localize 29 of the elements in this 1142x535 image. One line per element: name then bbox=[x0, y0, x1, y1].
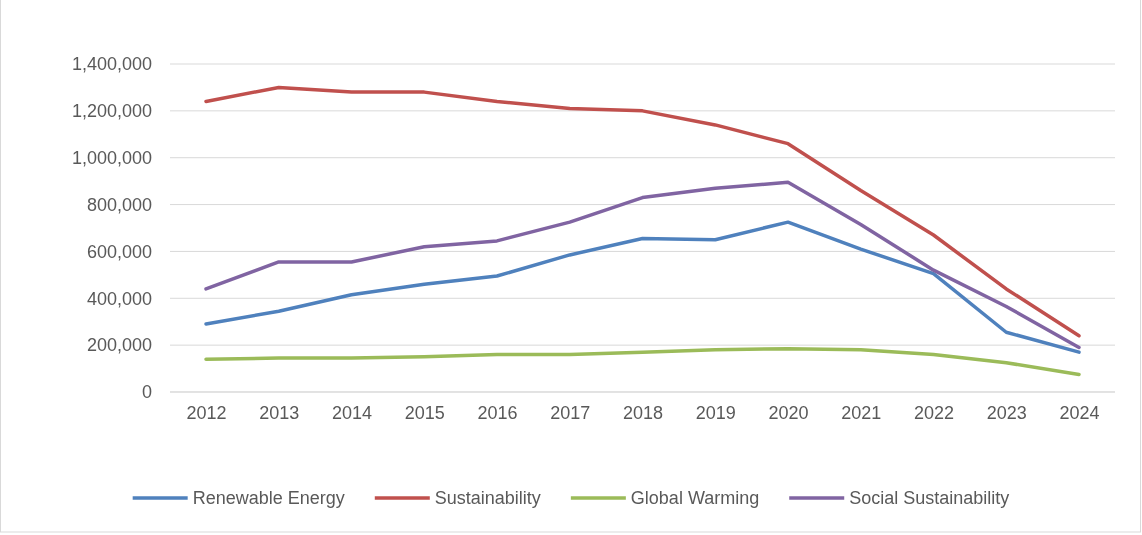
x-tick-label: 2017 bbox=[550, 402, 591, 423]
legend-label: Renewable Energy bbox=[192, 488, 345, 508]
x-tick-label: 2020 bbox=[768, 402, 809, 423]
y-tick-label: 600,000 bbox=[86, 241, 152, 262]
x-tick-label: 2018 bbox=[622, 402, 664, 423]
x-tick-label: 2024 bbox=[1059, 402, 1100, 423]
x-tick-label: 2023 bbox=[986, 402, 1027, 423]
y-tick-label: 1,000,000 bbox=[71, 147, 152, 168]
legend-label: Sustainability bbox=[434, 488, 541, 508]
line-series bbox=[204, 220, 1081, 354]
legend-label: Social Sustainability bbox=[849, 488, 1010, 508]
x-tick-label: 2022 bbox=[913, 402, 955, 423]
line-series bbox=[204, 346, 1081, 377]
x-tick-label: 2021 bbox=[841, 402, 882, 423]
y-tick-label: 0 bbox=[141, 382, 152, 403]
x-tick-label: 2012 bbox=[186, 402, 227, 423]
y-tick-label: 200,000 bbox=[86, 335, 152, 356]
y-tick-label: 1,400,000 bbox=[71, 54, 152, 75]
line-series bbox=[204, 180, 1081, 350]
y-tick-label: 1,200,000 bbox=[71, 101, 152, 122]
legend-label: Global Warming bbox=[630, 488, 760, 508]
x-tick-label: 2014 bbox=[331, 402, 373, 423]
x-tick-label: 2016 bbox=[477, 402, 518, 423]
x-tick-label: 2015 bbox=[404, 402, 445, 423]
y-tick-label: 400,000 bbox=[86, 288, 152, 309]
line-series bbox=[204, 85, 1081, 338]
x-tick-label: 2013 bbox=[259, 402, 300, 423]
y-tick-label: 800,000 bbox=[86, 194, 152, 215]
x-tick-label: 2019 bbox=[695, 402, 736, 423]
